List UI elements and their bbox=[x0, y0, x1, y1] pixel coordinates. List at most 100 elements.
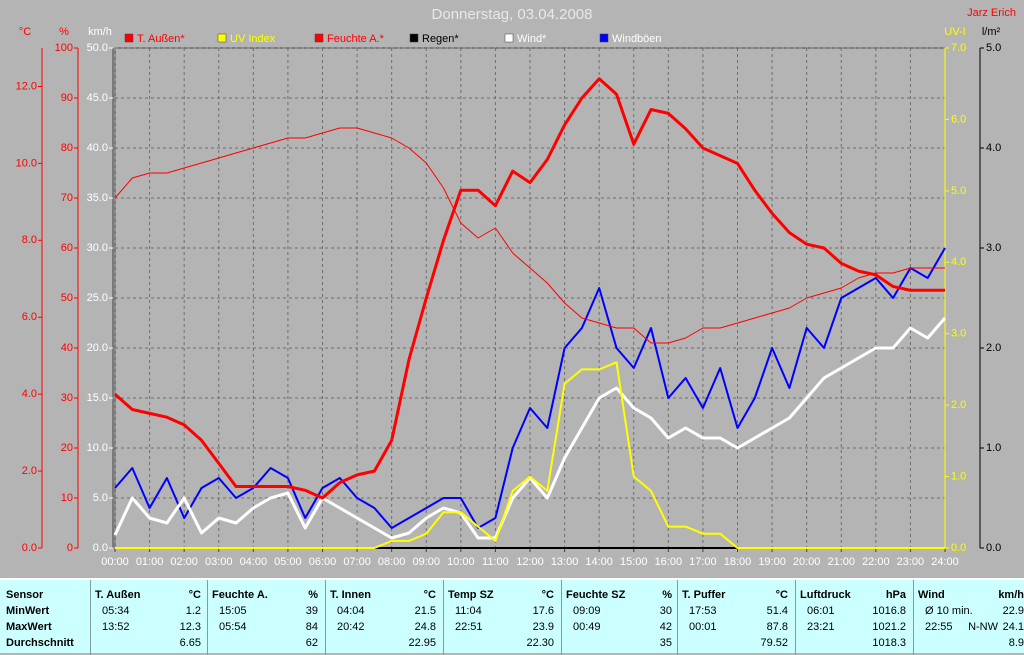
stats-table: Sensor MinWert MaxWert Durchschnitt T. Außen… bbox=[0, 578, 1024, 655]
x-tick-label: 05:00 bbox=[274, 556, 302, 568]
y-tick-label: 30 bbox=[61, 392, 73, 404]
sensor-unit: °C bbox=[541, 589, 554, 601]
x-tick-label: 08:00 bbox=[378, 556, 406, 568]
y-tick-label: 4.0 bbox=[22, 388, 37, 400]
max-value: 24.1 bbox=[1002, 621, 1024, 633]
table-header: Sensor bbox=[6, 589, 44, 601]
series-line bbox=[115, 361, 945, 549]
max-time: 00:49 bbox=[573, 621, 601, 633]
y-tick-label: 6.0 bbox=[22, 311, 37, 323]
avg-value: 62 bbox=[305, 637, 318, 649]
series-line bbox=[114, 77, 945, 500]
axis-title: km/h bbox=[88, 26, 112, 38]
x-tick-label: 14:00 bbox=[585, 556, 613, 568]
grid bbox=[114, 47, 946, 549]
min-value: 21.5 bbox=[414, 605, 436, 617]
y-tick-label: 20 bbox=[61, 442, 73, 454]
x-tick-label: 02:00 bbox=[170, 556, 198, 568]
y-tick-label: 35.0 bbox=[87, 192, 108, 204]
legend-label: Feuchte A.* bbox=[327, 33, 385, 45]
legend-label: Regen* bbox=[422, 33, 459, 45]
x-tick-label: 15:00 bbox=[620, 556, 648, 568]
sensor-name: Temp SZ bbox=[448, 589, 494, 601]
max-time: 00:01 bbox=[689, 621, 717, 633]
y-tick-label: 5.0 bbox=[951, 185, 966, 197]
min-time: 11:04 bbox=[455, 605, 482, 617]
separator bbox=[561, 580, 562, 655]
sensor-unit: km/h bbox=[998, 589, 1024, 601]
sensor-unit: °C bbox=[775, 589, 788, 601]
separator bbox=[325, 580, 326, 655]
min-time: 04:04 bbox=[337, 605, 365, 617]
max-time: 22:55 bbox=[925, 621, 953, 633]
y-tick-label: 2.0 bbox=[986, 342, 1001, 354]
y-tick-label: 20.0 bbox=[87, 342, 108, 354]
y-tick-label: 70 bbox=[61, 192, 73, 204]
x-tick-label: 24:00 bbox=[931, 556, 959, 568]
chart: Donnerstag, 03.04.2008 Jarz Erich 00:00 0… bbox=[16, 6, 1016, 568]
legend-swatch bbox=[314, 33, 324, 43]
y-tick-label: 5.0 bbox=[986, 42, 1001, 54]
y-tick-label: 15.0 bbox=[87, 392, 108, 404]
series-line bbox=[114, 127, 945, 344]
legend-swatch bbox=[217, 33, 227, 43]
x-tick-label: 18:00 bbox=[724, 556, 752, 568]
y-tick-label: 2.0 bbox=[22, 465, 37, 477]
min-value: 1016.8 bbox=[872, 605, 906, 617]
row-label: MaxWert bbox=[6, 621, 52, 633]
sensor-name: Wind bbox=[918, 589, 945, 601]
x-tick-label: 13:00 bbox=[551, 556, 579, 568]
axis-title: l/m² bbox=[982, 26, 1001, 38]
y-tick-label: 0.0 bbox=[986, 542, 1001, 554]
min-value: 1.2 bbox=[185, 605, 201, 617]
legend-swatch bbox=[409, 33, 419, 43]
sensor-name: T. Innen bbox=[330, 589, 371, 601]
y-tick-label: 0.0 bbox=[93, 542, 108, 554]
separator bbox=[677, 580, 678, 655]
y-tick-label: 0.0 bbox=[22, 542, 37, 554]
x-tick-label: 23:00 bbox=[897, 556, 925, 568]
min-time: 06:01 bbox=[807, 605, 835, 617]
y-tick-label: 5.0 bbox=[93, 492, 108, 504]
y-tick-label: 0.0 bbox=[951, 542, 966, 554]
min-time: 17:53 bbox=[689, 605, 717, 617]
separator bbox=[443, 580, 444, 655]
y-tick-label: 80 bbox=[61, 142, 73, 154]
min-value: 51.4 bbox=[766, 605, 788, 617]
max-value: 12.3 bbox=[179, 621, 201, 633]
x-tick-label: 21:00 bbox=[827, 556, 855, 568]
y-tick-label: 10 bbox=[61, 492, 73, 504]
min-value: 39 bbox=[305, 605, 318, 617]
y-tick-label: 45.0 bbox=[87, 92, 108, 104]
x-tick-label: 12:00 bbox=[516, 556, 544, 568]
row-label: Durchschnitt bbox=[6, 637, 74, 649]
avg-value: 22.30 bbox=[526, 637, 554, 649]
axis-title: UV-I bbox=[944, 26, 965, 38]
max-time: 05:54 bbox=[219, 621, 247, 633]
y-tick-label: 40.0 bbox=[87, 142, 108, 154]
avg-value: 8.9 bbox=[1008, 637, 1024, 649]
x-tick-label: 22:00 bbox=[862, 556, 890, 568]
legend-label: T. Außen* bbox=[137, 33, 185, 45]
x-tick-label: 17:00 bbox=[689, 556, 717, 568]
min-value: 30 bbox=[659, 605, 672, 617]
sensor-unit: °C bbox=[423, 589, 436, 601]
max-value: 24.8 bbox=[414, 621, 436, 633]
avg-value: 6.65 bbox=[179, 637, 201, 649]
y-tick-label: 1.0 bbox=[951, 470, 966, 482]
y-tick-label: 8.0 bbox=[22, 234, 37, 246]
chart-title: Donnerstag, 03.04.2008 bbox=[432, 6, 593, 23]
max-time: 20:42 bbox=[337, 621, 365, 633]
y-tick-label: 4.0 bbox=[951, 256, 966, 268]
legend-swatch bbox=[599, 33, 609, 43]
sensor-name: Feuchte SZ bbox=[566, 589, 626, 601]
x-tick-label: 01:00 bbox=[136, 556, 164, 568]
min-time: 09:09 bbox=[573, 605, 601, 617]
y-tick-label: 0 bbox=[67, 542, 73, 554]
x-tick-label: 11:00 bbox=[482, 556, 509, 568]
min-value: 17.6 bbox=[532, 605, 554, 617]
avg-value: 22.95 bbox=[408, 637, 436, 649]
y-tick-label: 50 bbox=[61, 292, 73, 304]
separator bbox=[90, 580, 91, 655]
